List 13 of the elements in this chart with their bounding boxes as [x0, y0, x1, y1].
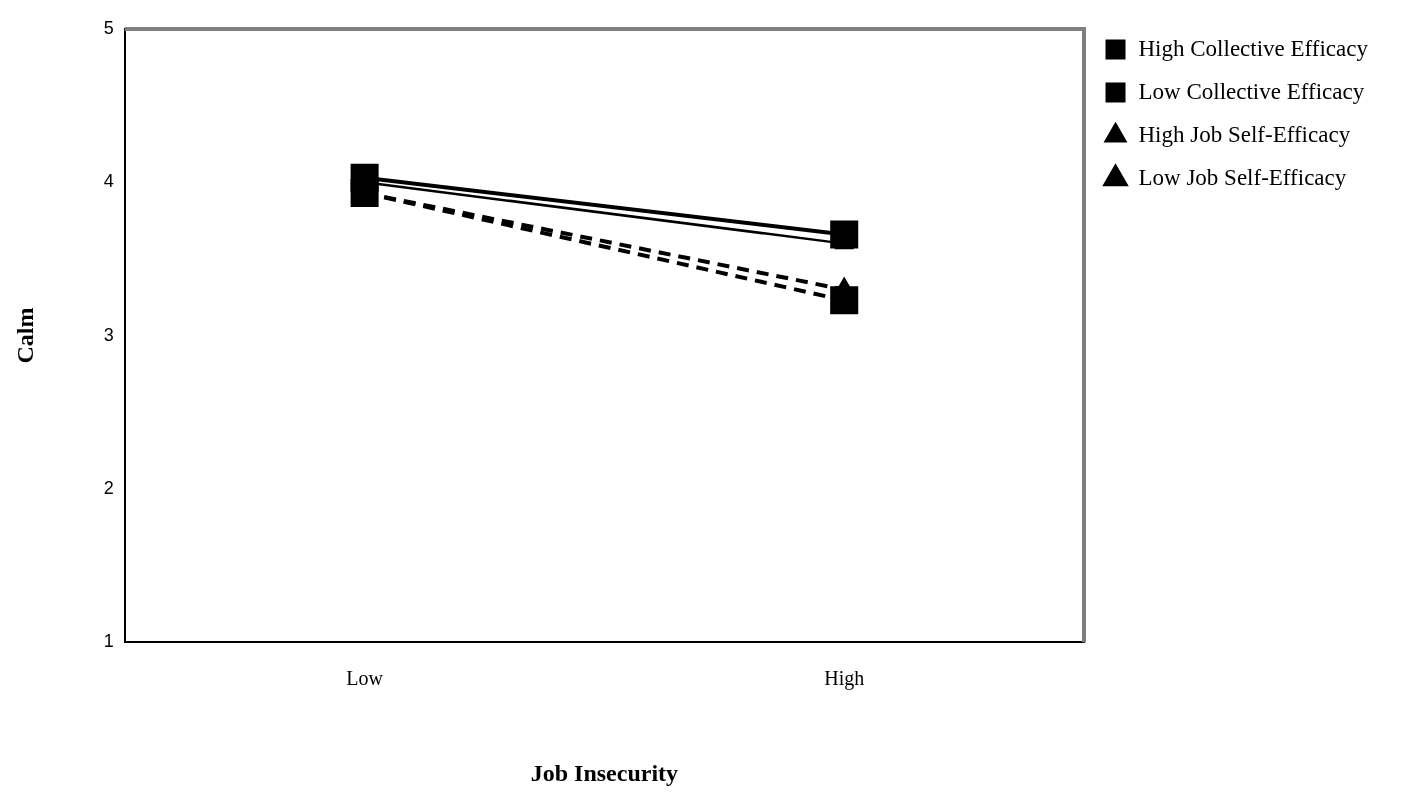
y-tick-label: 2: [103, 477, 114, 498]
y-tick-label: 1: [103, 631, 114, 652]
x-tick-label: Low: [346, 667, 384, 690]
x-axis-title: Job Insecurity: [530, 759, 679, 786]
legend-label: High Job Self-Efficacy: [1138, 121, 1351, 147]
y-tick-label: 4: [103, 171, 114, 192]
legend-label: Low Job Self-Efficacy: [1138, 164, 1347, 190]
y-axis-title: Calm: [11, 307, 38, 364]
x-tick-label: High: [824, 667, 865, 691]
y-tick-label: 5: [103, 17, 114, 38]
legend-label: High Collective Efficacy: [1138, 35, 1369, 61]
y-tick-label: 3: [103, 324, 114, 345]
legend-label: Low Collective Efficacy: [1138, 78, 1365, 104]
